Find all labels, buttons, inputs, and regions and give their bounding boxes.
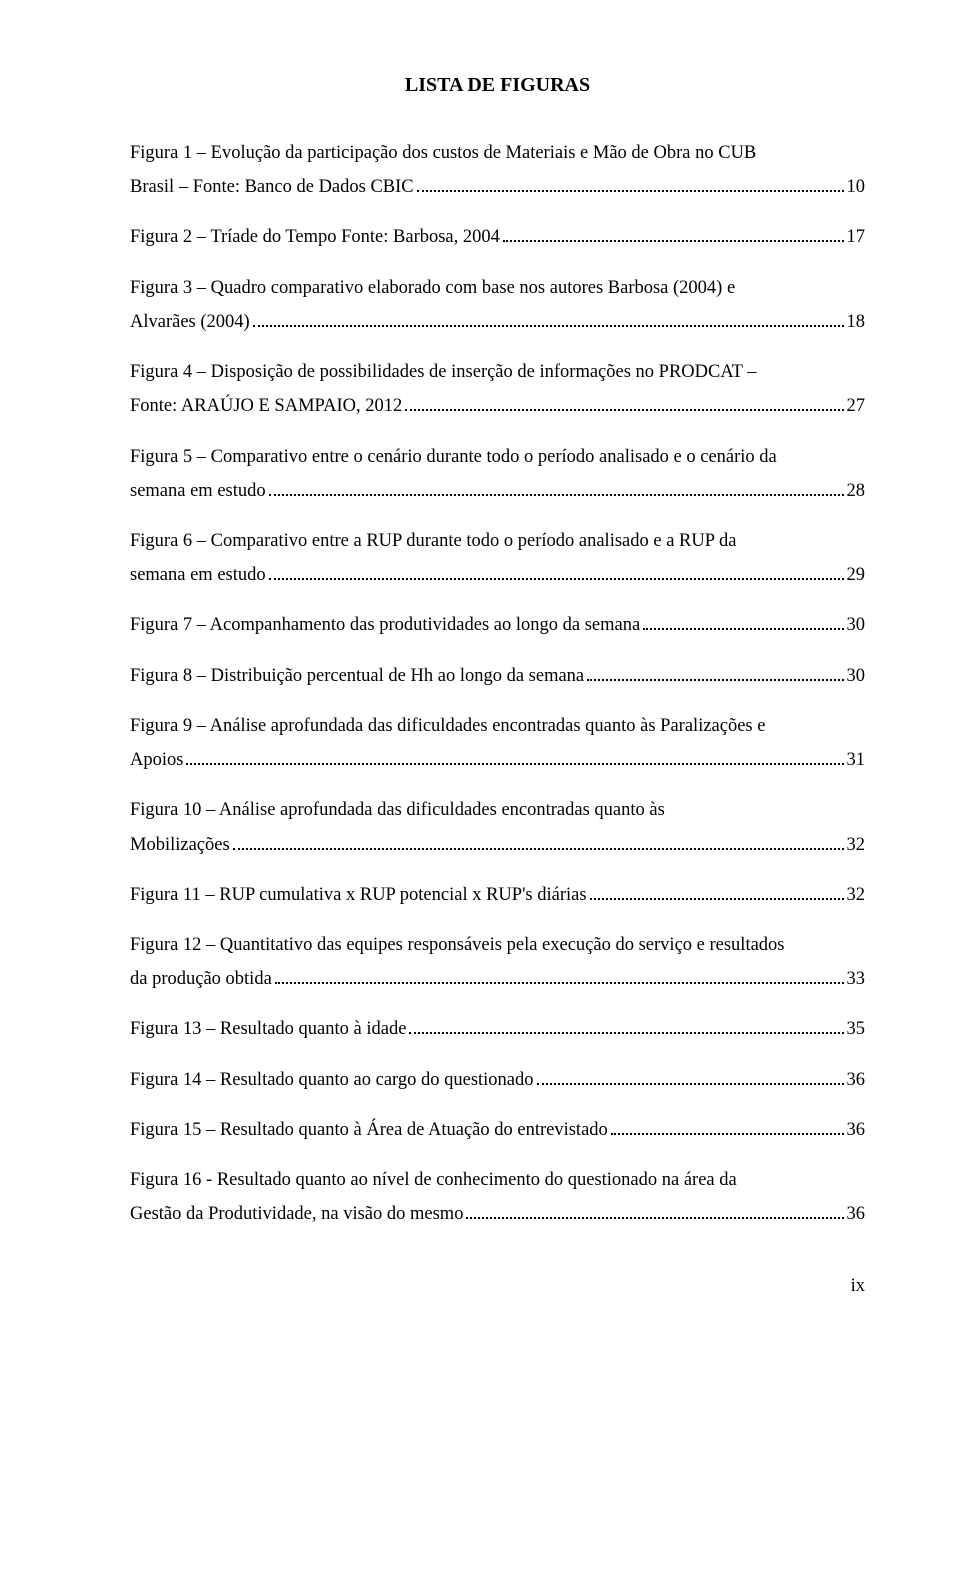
figure-entry: Figura 14 – Resultado quanto ao cargo do… — [130, 1063, 865, 1097]
figure-entry-text: Figura 1 – Evolução da participação dos … — [130, 136, 865, 170]
figure-entry-page: 36 — [847, 1113, 866, 1147]
figure-entry-leader-line: Fonte: ARAÚJO E SAMPAIO, 2012 27 — [130, 389, 865, 423]
figure-entry-page: 36 — [847, 1063, 866, 1097]
figure-entry-last-text: Mobilizações — [130, 828, 230, 862]
figure-entry-leader-line: Brasil – Fonte: Banco de Dados CBIC 10 — [130, 170, 865, 204]
figure-entry: Figura 8 – Distribuição percentual de Hh… — [130, 659, 865, 693]
leader-dots — [643, 628, 843, 630]
figure-entry-text: Figura 9 – Análise aprofundada das dific… — [130, 709, 865, 743]
figure-entry-page: 17 — [847, 220, 866, 254]
figure-entry-last-text: da produção obtida — [130, 962, 272, 996]
figure-entry-leader-line: Figura 7 – Acompanhamento das produtivid… — [130, 608, 865, 642]
figure-entry-last-text: semana em estudo — [130, 474, 266, 508]
figure-entry: Figura 5 – Comparativo entre o cenário d… — [130, 440, 865, 508]
figure-entry-page: 10 — [847, 170, 866, 204]
figure-entry: Figura 16 - Resultado quanto ao nível de… — [130, 1163, 865, 1231]
figure-entry-page: 36 — [847, 1197, 866, 1231]
figure-entry-leader-line: semana em estudo 29 — [130, 558, 865, 592]
figure-entry: Figura 9 – Análise aprofundada das dific… — [130, 709, 865, 777]
figure-entry-text: Figura 3 – Quadro comparativo elaborado … — [130, 271, 865, 305]
figure-entry: Figura 10 – Análise aprofundada das difi… — [130, 793, 865, 861]
leader-dots — [233, 848, 844, 850]
figure-entry-page: 33 — [847, 962, 866, 996]
leader-dots — [275, 982, 844, 984]
figure-entry-leader-line: Mobilizações 32 — [130, 828, 865, 862]
page-title: LISTA DE FIGURAS — [130, 70, 865, 100]
figure-entry-leader-line: Alvarães (2004) 18 — [130, 305, 865, 339]
leader-dots — [269, 494, 844, 496]
leader-dots — [269, 578, 844, 580]
leader-dots — [186, 763, 843, 765]
figure-entry-leader-line: Figura 2 – Tríade do Tempo Fonte: Barbos… — [130, 220, 865, 254]
figure-entry-leader-line: Figura 14 – Resultado quanto ao cargo do… — [130, 1063, 865, 1097]
figure-entry-page: 31 — [847, 743, 866, 777]
leader-dots — [503, 240, 844, 242]
figure-entry-text: Figura 6 – Comparativo entre a RUP duran… — [130, 524, 865, 558]
figure-entry-leader-line: semana em estudo 28 — [130, 474, 865, 508]
figure-entry-last-text: Figura 7 – Acompanhamento das produtivid… — [130, 608, 640, 642]
figure-entry-text: Figura 4 – Disposição de possibilidades … — [130, 355, 865, 389]
figure-entry-last-text: Gestão da Produtividade, na visão do mes… — [130, 1197, 463, 1231]
figure-entry: Figura 15 – Resultado quanto à Área de A… — [130, 1113, 865, 1147]
figure-entry-last-text: Fonte: ARAÚJO E SAMPAIO, 2012 — [130, 389, 402, 423]
figure-entry-text: Figura 10 – Análise aprofundada das difi… — [130, 793, 865, 827]
figure-entry-page: 27 — [847, 389, 866, 423]
figure-entry-leader-line: Figura 8 – Distribuição percentual de Hh… — [130, 659, 865, 693]
figure-entry-last-text: Figura 15 – Resultado quanto à Área de A… — [130, 1113, 608, 1147]
figure-entry-last-text: Apoios — [130, 743, 183, 777]
figure-entry-leader-line: Figura 13 – Resultado quanto à idade 35 — [130, 1012, 865, 1046]
figure-entry: Figura 1 – Evolução da participação dos … — [130, 136, 865, 204]
figure-entry-last-text: semana em estudo — [130, 558, 266, 592]
figure-entry-page: 30 — [847, 608, 866, 642]
leader-dots — [611, 1133, 844, 1135]
figure-entry-leader-line: Gestão da Produtividade, na visão do mes… — [130, 1197, 865, 1231]
figure-entry-leader-line: Figura 11 – RUP cumulativa x RUP potenci… — [130, 878, 865, 912]
figure-entry: Figura 13 – Resultado quanto à idade 35 — [130, 1012, 865, 1046]
figure-entry: Figura 7 – Acompanhamento das produtivid… — [130, 608, 865, 642]
figure-entry-page: 28 — [847, 474, 866, 508]
leader-dots — [409, 1032, 843, 1034]
leader-dots — [537, 1083, 844, 1085]
figure-entry-leader-line: da produção obtida 33 — [130, 962, 865, 996]
figure-entry-page: 32 — [847, 878, 866, 912]
figure-entry-text: Figura 12 – Quantitativo das equipes res… — [130, 928, 865, 962]
figure-entry: Figura 12 – Quantitativo das equipes res… — [130, 928, 865, 996]
leader-dots — [590, 898, 844, 900]
figure-entry-page: 30 — [847, 659, 866, 693]
figure-entry-text: Figura 5 – Comparativo entre o cenário d… — [130, 440, 865, 474]
figure-entry: Figura 2 – Tríade do Tempo Fonte: Barbos… — [130, 220, 865, 254]
leader-dots — [466, 1217, 843, 1219]
figure-entry-page: 35 — [847, 1012, 866, 1046]
figure-entry-last-text: Brasil – Fonte: Banco de Dados CBIC — [130, 170, 414, 204]
leader-dots — [405, 409, 843, 411]
figure-entry-leader-line: Apoios 31 — [130, 743, 865, 777]
figure-entry-page: 29 — [847, 558, 866, 592]
figure-entry-last-text: Figura 2 – Tríade do Tempo Fonte: Barbos… — [130, 220, 500, 254]
figure-entry-last-text: Alvarães (2004) — [130, 305, 250, 339]
leader-dots — [587, 679, 843, 681]
figure-entry: Figura 3 – Quadro comparativo elaborado … — [130, 271, 865, 339]
figure-entry-last-text: Figura 8 – Distribuição percentual de Hh… — [130, 659, 584, 693]
leader-dots — [253, 325, 844, 327]
figure-entry-page: 18 — [847, 305, 866, 339]
figure-list: Figura 1 – Evolução da participação dos … — [130, 136, 865, 1231]
figure-entry-last-text: Figura 14 – Resultado quanto ao cargo do… — [130, 1063, 534, 1097]
figure-entry: Figura 11 – RUP cumulativa x RUP potenci… — [130, 878, 865, 912]
figure-entry-leader-line: Figura 15 – Resultado quanto à Área de A… — [130, 1113, 865, 1147]
page-number: ix — [130, 1273, 865, 1301]
figure-entry: Figura 6 – Comparativo entre a RUP duran… — [130, 524, 865, 592]
figure-entry-last-text: Figura 13 – Resultado quanto à idade — [130, 1012, 406, 1046]
figure-entry-page: 32 — [847, 828, 866, 862]
leader-dots — [417, 190, 844, 192]
figure-entry: Figura 4 – Disposição de possibilidades … — [130, 355, 865, 423]
figure-entry-last-text: Figura 11 – RUP cumulativa x RUP potenci… — [130, 878, 587, 912]
figure-entry-text: Figura 16 - Resultado quanto ao nível de… — [130, 1163, 865, 1197]
